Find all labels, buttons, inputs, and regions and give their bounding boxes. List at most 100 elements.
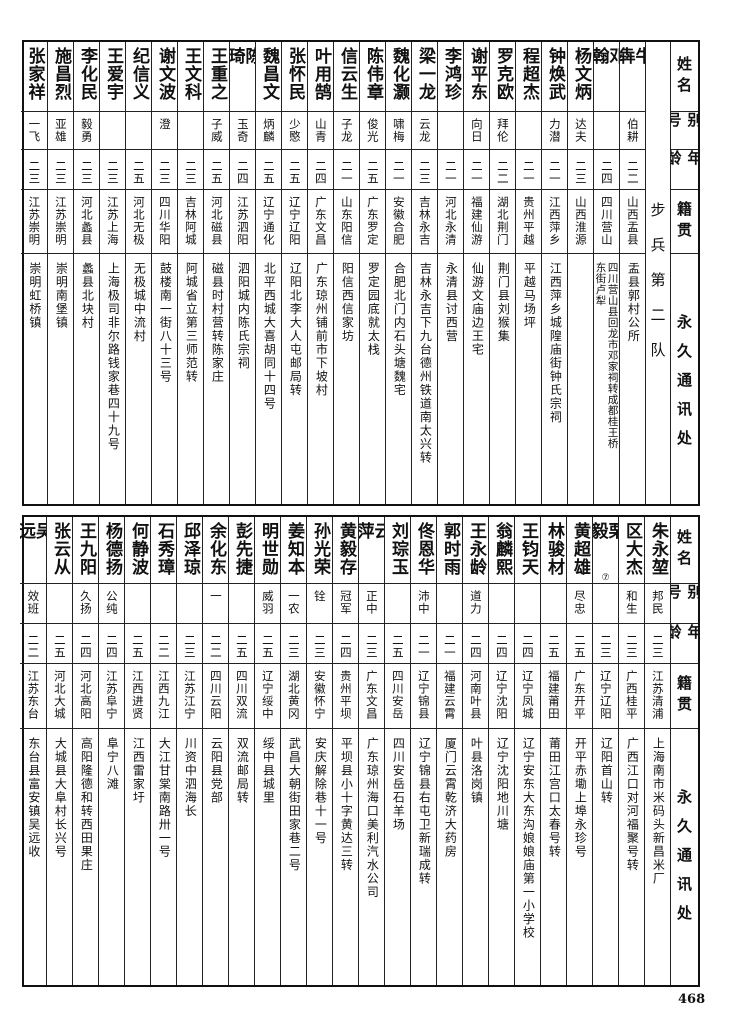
cell-native: 福建仙游	[464, 190, 489, 254]
person-column: 孙光荣铨二三 安徽怀宁 安庆解除巷十一号	[306, 517, 332, 985]
person-column: 林骏材 二五 福建莆田 莆田江宫口太春号转	[540, 517, 566, 985]
header-cell-alias: 别号	[671, 584, 698, 624]
cell-alias: 威羽	[255, 584, 280, 624]
person-column: 石秀璋 二二 江西九江 大江甘棠南路卅一号	[150, 517, 176, 985]
person-native: 四川双流	[234, 670, 249, 720]
cell-alias: 俊光	[360, 112, 385, 150]
cell-name: 孙光荣	[307, 517, 332, 584]
header-column: 姓名 别号 年龄 籍贯 永久通讯处	[670, 42, 698, 504]
person-address: 绥中县城里	[261, 737, 276, 805]
person-name: 魏化灏	[389, 47, 409, 101]
person-column: 姜知本 一农 二三 湖北黄冈 武昌大朝街田家巷二号	[280, 517, 306, 985]
person-column: 杨文炳 达夫 二三 山西淮源	[567, 42, 593, 504]
cell-address: 崇明虹桥镇	[21, 254, 47, 504]
person-native: 江西九江	[156, 670, 171, 720]
cell-name: 姜知本	[281, 517, 306, 584]
person-alias: 达夫	[573, 118, 588, 143]
header-cell-address: 永久通讯处	[671, 254, 698, 504]
person-native: 广西桂平	[624, 670, 639, 720]
person-age: 二五	[130, 634, 145, 659]
person-native: 河北蠡县	[79, 196, 94, 246]
person-column: 朱永堃 邦民 二三 江苏清浦 上海南市米码头新昌米厂	[644, 517, 670, 985]
person-age: 二三	[27, 160, 42, 185]
person-address: 合肥北门内石头塘魏宅	[392, 262, 407, 397]
cell-alias: 达夫	[568, 112, 593, 150]
person-address: 叶县洛岗镇	[469, 737, 484, 805]
person-name: 程超杰	[519, 47, 539, 101]
person-alias: 伯耕	[625, 118, 640, 143]
person-native: 江苏崇明	[27, 196, 42, 246]
cell-name: 余化东	[203, 517, 228, 584]
person-alias: 炳麟	[261, 118, 276, 143]
cell-name: 翁麟熙	[489, 517, 514, 584]
person-alias: 效班	[26, 590, 41, 615]
person-column: 栗毅 ⑦ 二三 辽宁辽阳 辽阳首山转	[592, 517, 618, 985]
cell-age: 二五	[256, 150, 281, 190]
person-alias: 向日	[469, 118, 484, 143]
person-age: 二三	[650, 634, 665, 659]
cell-alias: 和生	[619, 584, 644, 624]
person-name: 纪信义	[129, 47, 149, 101]
person-age: 二三	[417, 160, 432, 185]
header-label-alias: 别号	[671, 584, 698, 605]
cell-alias	[177, 584, 202, 624]
cell-age: 二一	[334, 150, 359, 190]
cell-native: 江苏崇明	[21, 190, 47, 254]
person-native: 福建仙游	[469, 196, 484, 246]
roster-table-bottom: 姓名 别号 年龄 籍贯 永久通讯处 朱永堃 邦民 二三 江苏清浦 上海南市米码头新昌米厂 区大杰 和生…	[20, 515, 700, 987]
cell-age: 二二	[490, 150, 515, 190]
header-cell-name: 姓名	[671, 42, 698, 112]
cell-native: 湖北荆门	[490, 190, 515, 254]
cell-name: 区大杰	[619, 517, 644, 584]
cell-native: 辽宁辽阳	[593, 664, 618, 729]
person-address: 高阳隆德和转西田果庄	[79, 737, 94, 872]
person-alias: 邦民	[650, 590, 665, 615]
cell-name: 郭时雨	[437, 517, 462, 584]
person-age: 二四	[235, 160, 250, 185]
cell-alias: 一	[203, 584, 228, 624]
person-native: 吉林阿城	[183, 196, 198, 246]
person-native: 山西淮源	[573, 196, 588, 246]
person-address: 泗阳城内陈氏宗祠	[236, 262, 251, 370]
person-address: 莆田江宫口太春号转	[547, 737, 562, 859]
person-alias: 山青	[313, 118, 328, 143]
cell-name: 梁一龙	[412, 42, 437, 112]
person-column: 王爱宇 二三 江苏上海 上海极司非尔路钱家巷四十九号	[99, 42, 125, 504]
cell-age: 二三	[645, 624, 670, 664]
person-column: 彭先捷 二五 四川双流 双流邮局转	[228, 517, 254, 985]
section-label: 步兵第二队	[648, 202, 667, 377]
cell-name: 王爱宇	[100, 42, 125, 112]
person-age: 二五	[287, 160, 302, 185]
cell-age: 二五	[47, 624, 72, 664]
cell-address: 叶县洛岗镇	[463, 729, 488, 985]
cell-native: 辽宁凤城	[515, 664, 540, 729]
person-alias: 子威	[209, 118, 224, 143]
cell-age: 二五	[125, 624, 150, 664]
cell-native: 广东文昌	[308, 190, 333, 254]
person-native: 江苏崇明	[53, 196, 68, 246]
cell-address: 四川安岳石羊场	[385, 729, 410, 985]
cell-age: 二四	[230, 150, 255, 190]
person-age: 二四	[104, 634, 119, 659]
person-name: 黄毅存	[336, 522, 356, 576]
person-alias: 和生	[624, 590, 639, 615]
person-native: 辽宁通化	[261, 196, 276, 246]
cell-native: 江西九江	[151, 664, 176, 729]
header-cell-age: 年龄	[671, 624, 698, 664]
person-address: 崇明南堡镇	[54, 262, 69, 330]
section-column: 步兵第二队	[645, 42, 670, 504]
cell-address: 开平赤墈上埠永珍号	[567, 729, 592, 985]
person-age: 二四	[468, 634, 483, 659]
person-name: 杨文炳	[571, 47, 591, 101]
cell-native: 安徽合肥	[386, 190, 411, 254]
cell-native: 广东罗定	[360, 190, 385, 254]
person-age: 二四	[494, 634, 509, 659]
person-age: 二五	[390, 634, 405, 659]
cell-native: 湖北黄冈	[281, 664, 306, 729]
person-column: 杨德扬 公纯 二四 江苏阜宁 阜宁八滩	[98, 517, 124, 985]
person-address: 罗定园底就太栈	[366, 262, 381, 357]
person-alias: 啸梅	[391, 118, 406, 143]
person-address: 辽宁安东大东沟娘娘庙第一小学校	[521, 737, 536, 940]
person-name: 杨德扬	[102, 522, 122, 576]
person-name: 张云从	[50, 522, 70, 576]
